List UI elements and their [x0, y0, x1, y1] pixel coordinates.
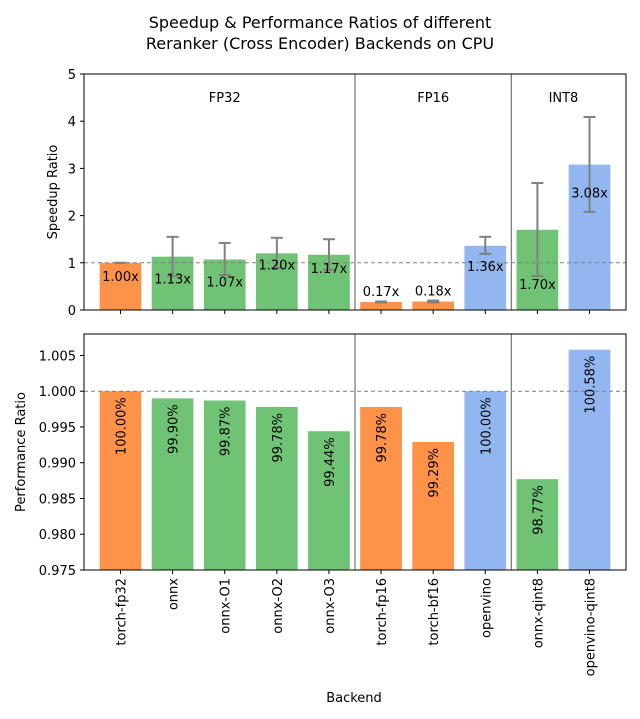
error-bar-torch-bf16 — [427, 299, 440, 304]
performance-bar-torch-bf16 — [412, 441, 455, 570]
performance-label-torch-bf16: 99.29% — [427, 448, 442, 498]
performance-subplot: 100.00% 99.90% 99.87% 99.78% 99.44% 99.78% 99.… — [14, 333, 627, 676]
error-bar-onnx-O1 — [218, 241, 231, 277]
performance-label-torch-fp16: 99.78% — [375, 413, 390, 463]
speedup-y-axis-label: Speedup Ratio — [46, 145, 61, 240]
x-tick-label-torch-fp16: torch-fp16 — [375, 578, 390, 646]
speedup-bar-torch-fp16 — [360, 301, 402, 310]
x-tick-label-onnx-qint8: onnx-qint8 — [531, 578, 546, 648]
performance-axes-frame — [83, 333, 627, 571]
group-label-fp32: FP32 — [209, 91, 241, 106]
speedup-subplot: 1.00x 1.13x 1.07x 1.20x 1.17x 0.17x 0.18x 1.36x… — [46, 68, 627, 319]
performance-bar-openvino-qint8 — [568, 349, 611, 570]
error-bar-torch-fp16 — [375, 300, 388, 304]
error-bar-onnx-O2 — [270, 236, 283, 269]
performance-label-torch-fp32: 100.00% — [114, 397, 129, 455]
performance-bar-onnx — [151, 398, 194, 570]
performance-label-onnx-O1: 99.87% — [219, 407, 234, 457]
error-bar-openvino — [479, 235, 492, 255]
speedup-bar-openvino — [464, 245, 507, 310]
y-tick-label: 0.990 — [39, 457, 76, 472]
performance-bar-openvino — [464, 391, 507, 570]
y-tick-label: 0.980 — [39, 528, 76, 543]
x-tick-label-onnx-O1: onnx-O1 — [219, 578, 234, 634]
error-bar-onnx-O3 — [322, 238, 335, 271]
y-tick-label: 2 — [68, 210, 76, 225]
speedup-label-onnx-qint8: 1.70x — [519, 278, 556, 293]
y-tick-label: 0.985 — [39, 492, 76, 507]
speedup-label-onnx-O2: 1.20x — [259, 258, 296, 273]
speedup-label-torch-bf16: 0.18x — [415, 285, 452, 300]
x-tick-label-onnx-O2: onnx-O2 — [271, 578, 286, 634]
performance-bar-onnx-O1 — [203, 400, 246, 570]
performance-label-onnx-qint8: 98.77% — [531, 485, 546, 535]
y-tick-label: 3 — [68, 162, 76, 177]
speedup-label-onnx-O1: 1.07x — [206, 275, 243, 290]
speedup-label-torch-fp16: 0.17x — [363, 285, 400, 300]
chart-title-line-1: Speedup & Performance Ratios of differen… — [149, 13, 492, 32]
y-tick-label: 0 — [68, 304, 76, 319]
speedup-bar-torch-fp32 — [99, 262, 142, 310]
y-tick-label: 0.975 — [39, 564, 76, 579]
x-tick-label-onnx-O3: onnx-O3 — [323, 578, 338, 634]
x-tick-label-openvino-qint8: openvino-qint8 — [584, 578, 599, 676]
performance-bar-torch-fp16 — [360, 406, 402, 570]
speedup-axes-frame — [83, 73, 627, 311]
x-tick-label-torch-fp32: torch-fp32 — [114, 578, 129, 646]
error-bar-onnx — [166, 235, 179, 278]
speedup-label-onnx: 1.13x — [154, 273, 191, 288]
x-tick-label-openvino: openvino — [479, 578, 494, 638]
performance-label-onnx-O2: 99.78% — [271, 413, 286, 463]
performance-label-openvino-qint8: 100.58% — [584, 356, 599, 414]
x-tick-label-torch-bf16: torch-bf16 — [427, 578, 442, 646]
speedup-label-openvino: 1.36x — [467, 260, 504, 275]
group-label-int8: INT8 — [549, 91, 579, 106]
error-bar-onnx-qint8 — [531, 182, 544, 278]
y-tick-label: 1 — [68, 257, 76, 272]
performance-bar-torch-fp32 — [99, 391, 142, 570]
y-tick-label: 5 — [68, 68, 76, 83]
x-axis-label: Backend — [326, 691, 382, 706]
y-tick-label: 1.000 — [39, 385, 76, 400]
chart-title-line-2: Reranker (Cross Encoder) Backends on CPU — [146, 34, 494, 53]
y-tick-label: 4 — [68, 115, 76, 130]
y-tick-label: 0.995 — [39, 421, 76, 436]
speedup-bar-torch-bf16 — [412, 301, 455, 310]
performance-label-openvino: 100.00% — [479, 397, 494, 455]
speedup-label-onnx-O3: 1.17x — [311, 262, 348, 277]
performance-label-onnx: 99.90% — [167, 404, 182, 454]
speedup-label-openvino-qint8: 3.08x — [571, 187, 608, 202]
performance-label-onnx-O3: 99.44% — [323, 437, 338, 487]
performance-y-axis-label: Performance Ratio — [14, 392, 29, 512]
performance-bar-onnx-O2 — [255, 406, 298, 570]
performance-bar-onnx-O3 — [308, 431, 350, 570]
performance-bar-onnx-qint8 — [516, 479, 559, 570]
error-bar-openvino-qint8 — [583, 115, 596, 213]
speedup-label-torch-fp32: 1.00x — [102, 270, 139, 285]
group-label-fp16: FP16 — [417, 91, 449, 106]
y-tick-label: 1.005 — [39, 349, 76, 364]
x-tick-label-onnx: onnx — [167, 578, 182, 610]
